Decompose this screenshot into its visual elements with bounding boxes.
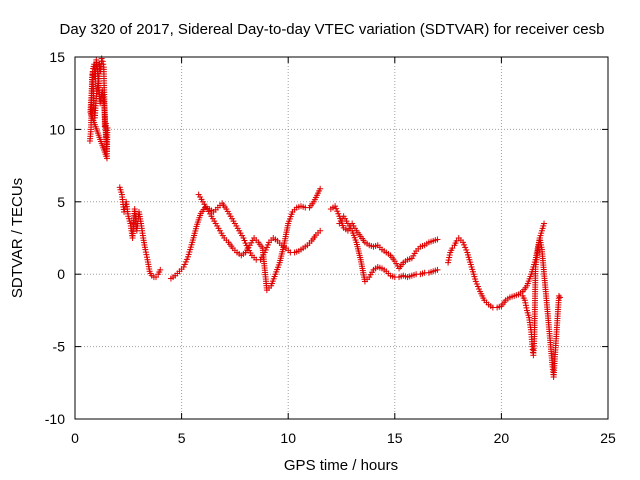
data-point <box>317 227 324 234</box>
x-tick-label: 20 <box>494 430 510 446</box>
data-point <box>334 208 341 215</box>
x-tick-label: 5 <box>178 430 186 446</box>
series-segment-4 <box>195 185 324 294</box>
data-point <box>181 261 188 268</box>
data-point <box>240 235 247 241</box>
data-point <box>104 124 111 131</box>
series-segment-6 <box>336 213 441 285</box>
y-tick-label: 0 <box>57 266 65 282</box>
data-point <box>241 237 248 244</box>
x-tick-label: 0 <box>71 430 79 446</box>
plot-frame <box>74 56 609 420</box>
series-segment-7 <box>445 220 548 311</box>
data-point <box>463 246 470 253</box>
data-point <box>445 257 452 264</box>
data-point <box>522 299 529 306</box>
data-point <box>99 58 106 65</box>
data-point <box>333 205 340 212</box>
data-point <box>460 239 467 246</box>
data-point <box>143 251 150 258</box>
data-point <box>446 254 453 261</box>
data-point <box>541 220 548 227</box>
data-point <box>142 249 149 256</box>
y-tick-label: 15 <box>49 49 65 65</box>
data-point <box>242 240 249 247</box>
data-point <box>263 244 270 251</box>
y-tick-label: -10 <box>45 411 65 427</box>
data-point <box>476 286 483 293</box>
data-point <box>142 246 149 253</box>
data-point <box>446 252 453 259</box>
data-point <box>523 304 530 311</box>
data-point <box>182 258 189 265</box>
data-point <box>264 241 271 248</box>
data-point <box>555 292 562 299</box>
data-point <box>98 55 105 62</box>
axis-ticks: 0 5 10 15 20 25 -10 -5 0 5 10 15 <box>45 49 616 446</box>
x-tick-label: 10 <box>280 430 296 446</box>
data-point <box>317 185 324 192</box>
data-point <box>474 283 481 290</box>
y-axis-label: SDTVAR / TECUs <box>9 178 26 298</box>
x-tick-label: 25 <box>600 430 616 446</box>
y-tick-label: 5 <box>57 194 65 210</box>
x-axis-label: GPS time / hours <box>284 457 398 474</box>
x-tick-label: 15 <box>387 430 403 446</box>
series-segment-8 <box>519 235 564 381</box>
data-point <box>143 254 150 261</box>
data-point <box>521 297 528 304</box>
data-point <box>434 266 441 273</box>
data-point <box>473 280 480 287</box>
y-tick-label: -5 <box>53 339 66 355</box>
data-point <box>183 256 190 263</box>
data-point <box>462 244 469 251</box>
chart-title: Day 320 of 2017, Sidereal Day-to-day VTE… <box>60 21 605 38</box>
data-point <box>100 61 107 68</box>
series-segment-3 <box>167 200 324 282</box>
data-point <box>472 278 479 285</box>
data-point <box>445 259 452 266</box>
data-point <box>522 302 529 309</box>
data-point <box>332 203 339 210</box>
data-point <box>434 236 441 243</box>
data-points <box>86 55 564 381</box>
data-point <box>557 294 564 301</box>
series-segment-2 <box>116 184 164 281</box>
series-segment-1 <box>86 55 111 162</box>
data-point <box>335 210 342 217</box>
gridlines <box>75 57 608 419</box>
y-tick-label: 10 <box>49 121 65 137</box>
data-point <box>157 266 164 273</box>
series-segment-5 <box>327 203 441 272</box>
data-point <box>180 263 187 270</box>
data-point <box>461 241 468 248</box>
